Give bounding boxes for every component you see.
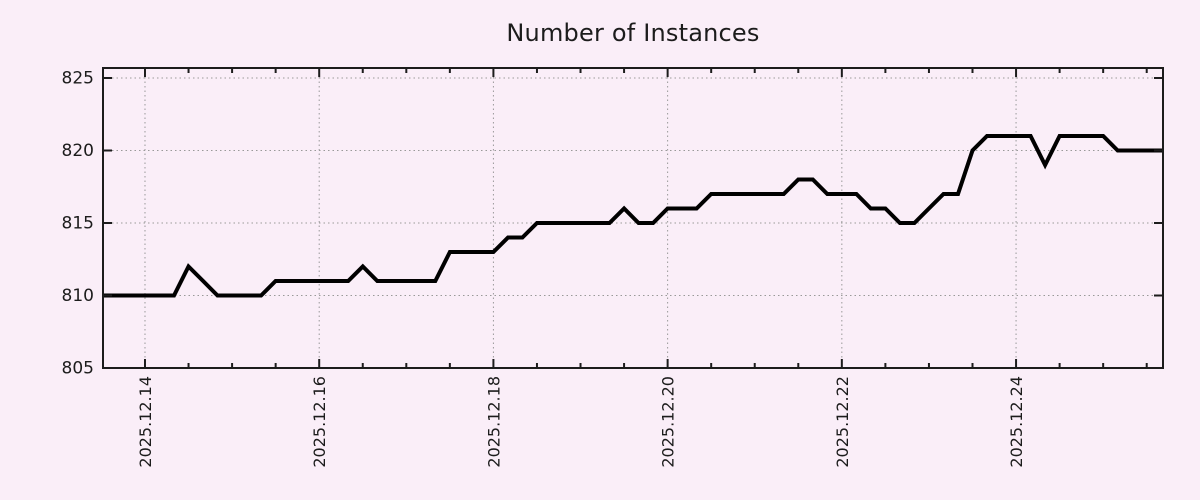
plot-border xyxy=(102,67,1164,369)
y-axis-tick-label: 810 xyxy=(62,286,94,306)
chart-title: Number of Instances xyxy=(506,19,760,47)
y-axis-tick-label: 820 xyxy=(62,141,94,161)
x-axis-tick-label: 2025.12.14 xyxy=(136,376,155,468)
x-axis-tick-label: 2025.12.22 xyxy=(833,376,852,468)
x-axis-tick-label: 2025.12.16 xyxy=(310,376,329,468)
x-axis-tick-label: 2025.12.24 xyxy=(1007,376,1026,468)
y-axis-tick-label: 805 xyxy=(62,359,94,379)
series-line-instances xyxy=(103,134,1163,298)
x-axis-tick-label: 2025.12.18 xyxy=(484,376,503,468)
y-axis-tick-label: 815 xyxy=(62,214,94,234)
x-axis-tick-label: 2025.12.20 xyxy=(659,376,678,468)
y-axis-tick-label: 825 xyxy=(62,69,94,89)
